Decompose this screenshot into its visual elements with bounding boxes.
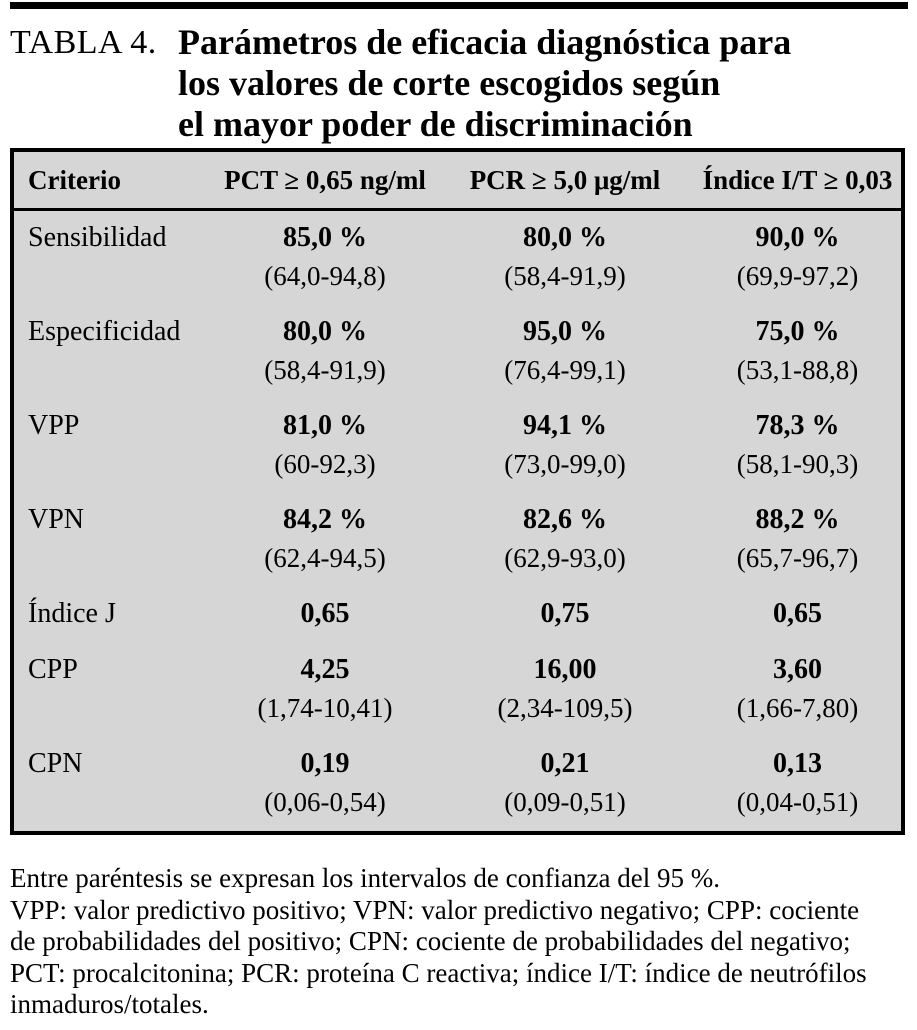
table-number-label: TABLA 4. (10, 24, 157, 61)
cell-value: 95,0 % (523, 316, 607, 347)
cell-value: 0,19 (300, 748, 350, 779)
cell-value: 0,65 (300, 598, 350, 629)
table-cell: 80,0 % (58,4-91,9) (214, 313, 436, 389)
table-header-row: Criterio PCT ≥ 0,65 ng/ml PCR ≥ 5,0 μg/m… (14, 152, 901, 211)
title-line-3: el mayor poder de discriminación (178, 104, 693, 144)
table-row-vpn: VPN 84,2 % (62,4-94,5) 82,6 % (62,9-93,0) … (14, 493, 901, 587)
table-cell: 84,2 % (62,4-94,5) (214, 501, 436, 577)
table-footnotes: Entre paréntesis se expresan los interva… (10, 863, 915, 1021)
title-line-2: los valores de corte escogidos según (178, 63, 721, 103)
table-row-indice-j: Índice J 0,65 0,75 0,65 (14, 587, 901, 643)
table-cell: 94,1 % (73,0-99,0) (436, 407, 694, 483)
cell-confidence-interval: (62,4-94,5) (264, 543, 386, 573)
table-cell: 95,0 % (76,4-99,1) (436, 313, 694, 389)
row-label: VPN (28, 504, 85, 535)
row-label: Índice J (28, 598, 116, 629)
cell-confidence-interval: (62,9-93,0) (504, 543, 626, 573)
cell-confidence-interval: (65,7-96,7) (736, 543, 859, 573)
table-cell: 90,0 % (69,9-97,2) (694, 219, 901, 295)
table-cell: 4,25 (1,74-10,41) (214, 651, 436, 727)
row-label: CPN (28, 748, 83, 779)
column-header-pcr: PCR ≥ 5,0 μg/ml (469, 165, 661, 195)
table-row-vpp: VPP 81,0 % (60-92,3) 94,1 % (73,0-99,0) 78… (14, 399, 901, 493)
cell-value: 94,1 % (523, 410, 607, 441)
cell-value: 0,21 (540, 748, 590, 779)
cell-value: 88,2 % (755, 504, 840, 535)
footnote-line: Entre paréntesis se expresan los interva… (10, 863, 720, 893)
table-cell: 0,65 (214, 595, 436, 633)
table-row-especificidad: Especificidad 80,0 % (58,4-91,9) 95,0 % (7… (14, 305, 901, 399)
cell-confidence-interval: (73,0-99,0) (504, 449, 626, 479)
table-cell: 3,60 (1,66-7,80) (694, 651, 901, 727)
table-cell: 16,00 (2,34-109,5) (436, 651, 694, 727)
title-line-1: Parámetros de eficacia diagnóstica para (178, 22, 792, 62)
cell-value: 0,13 (773, 748, 822, 779)
footnote-line: VPP: valor predictivo positivo; VPN: val… (10, 894, 860, 925)
cell-value: 80,0 % (523, 222, 607, 253)
table-caption: TABLA 4. Parámetros de eficacia diagnóst… (10, 22, 908, 145)
row-label: Especificidad (28, 316, 181, 347)
column-header-indice-it: Índice I/T ≥ 0,03 (702, 165, 893, 195)
table-cell: 82,6 % (62,9-93,0) (436, 501, 694, 577)
table-cell: 88,2 % (65,7-96,7) (694, 501, 901, 577)
table-title-text: Parámetros de eficacia diagnóstica para … (178, 22, 908, 145)
table-cell: 0,75 (436, 595, 694, 633)
cell-value: 0,75 (540, 598, 590, 629)
cell-value: 0,65 (773, 598, 822, 629)
table-cell: 81,0 % (60-92,3) (214, 407, 436, 483)
cell-value: 75,0 % (755, 316, 840, 347)
cell-confidence-interval: (76,4-99,1) (504, 355, 626, 385)
cell-value: 90,0 % (755, 222, 840, 253)
cell-confidence-interval: (0,06-0,54) (264, 787, 386, 817)
cell-value: 81,0 % (283, 410, 367, 441)
cell-value: 4,25 (300, 654, 350, 685)
table-row-sensibilidad: Sensibilidad 85,0 % (64,0-94,8) 80,0 % (58… (14, 211, 901, 305)
table-cell: 0,19 (0,06-0,54) (214, 745, 436, 821)
column-header-criterio: Criterio (28, 165, 121, 195)
cell-value: 78,3 % (755, 410, 840, 441)
table-row-cpp: CPP 4,25 (1,74-10,41) 16,00 (2,34-109,5) 3… (14, 643, 901, 737)
table-cell: 0,21 (0,09-0,51) (436, 745, 694, 821)
cell-confidence-interval: (58,1-90,3) (736, 449, 859, 479)
table-cell: 0,65 (694, 595, 901, 633)
cell-value: 3,60 (773, 654, 822, 685)
cell-value: 82,6 % (523, 504, 607, 535)
row-label: CPP (28, 654, 78, 685)
cell-value: 16,00 (533, 654, 597, 685)
diagnostic-parameters-table: Criterio PCT ≥ 0,65 ng/ml PCR ≥ 5,0 μg/m… (10, 148, 905, 835)
cell-confidence-interval: (58,4-91,9) (264, 355, 386, 385)
column-header-pct: PCT ≥ 0,65 ng/ml (224, 165, 426, 195)
table-body: Sensibilidad 85,0 % (64,0-94,8) 80,0 % (58… (14, 211, 901, 831)
cell-confidence-interval: (58,4-91,9) (504, 261, 626, 291)
title-rule (10, 2, 908, 9)
cell-confidence-interval: (60-92,3) (274, 449, 376, 479)
cell-confidence-interval: (1,74-10,41) (257, 693, 393, 723)
cell-value: 85,0 % (283, 222, 367, 253)
footnote-line: de probabilidades del positivo; CPN: coc… (10, 926, 851, 956)
table-cell: 78,3 % (58,1-90,3) (694, 407, 901, 483)
cell-value: 80,0 % (283, 316, 367, 347)
table-cell: 0,13 (0,04-0,51) (694, 745, 901, 821)
footnote-line: PCT: procalcitonina; PCR: proteína C rea… (10, 957, 867, 988)
table-cell: 75,0 % (53,1-88,8) (694, 313, 901, 389)
table-row-cpn: CPN 0,19 (0,06-0,54) 0,21 (0,09-0,51) 0,13… (14, 737, 901, 831)
cell-confidence-interval: (53,1-88,8) (736, 355, 859, 385)
cell-confidence-interval: (2,34-109,5) (497, 693, 633, 723)
footnote-line: inmaduros/totales. (10, 989, 209, 1019)
cell-confidence-interval: (69,9-97,2) (736, 261, 859, 291)
cell-confidence-interval: (0,04-0,51) (736, 787, 859, 817)
cell-confidence-interval: (1,66-7,80) (736, 693, 859, 723)
cell-value: 84,2 % (283, 504, 367, 535)
table-cell: 85,0 % (64,0-94,8) (214, 219, 436, 295)
table-cell: 80,0 % (58,4-91,9) (436, 219, 694, 295)
row-label: VPP (28, 410, 80, 441)
cell-confidence-interval: (0,09-0,51) (504, 787, 626, 817)
cell-confidence-interval: (64,0-94,8) (264, 261, 386, 291)
row-label: Sensibilidad (28, 222, 167, 253)
